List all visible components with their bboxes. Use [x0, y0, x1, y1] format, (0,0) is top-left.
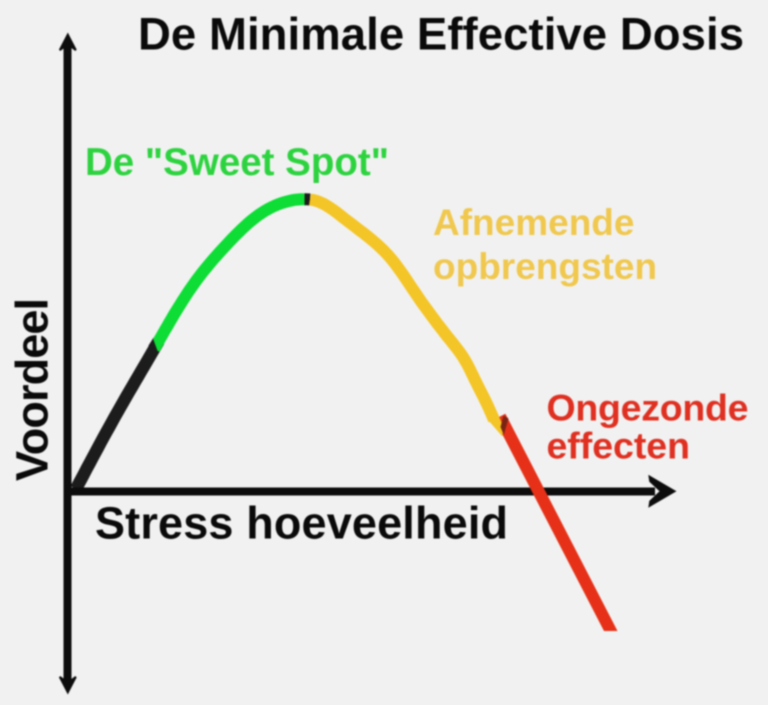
svg-text:Stress hoeveelheid: Stress hoeveelheid: [95, 498, 508, 549]
svg-text:effecten: effecten: [547, 425, 691, 467]
svg-text:Ongezonde: Ongezonde: [547, 387, 749, 429]
svg-text:De Minimale Effective Dosis: De Minimale Effective Dosis: [138, 9, 744, 60]
svg-text:Voordeel: Voordeel: [7, 298, 58, 481]
svg-text:De "Sweet Spot": De "Sweet Spot": [85, 141, 389, 184]
svg-text:opbrengsten: opbrengsten: [433, 246, 657, 287]
svg-text:Afnemende: Afnemende: [433, 202, 634, 243]
